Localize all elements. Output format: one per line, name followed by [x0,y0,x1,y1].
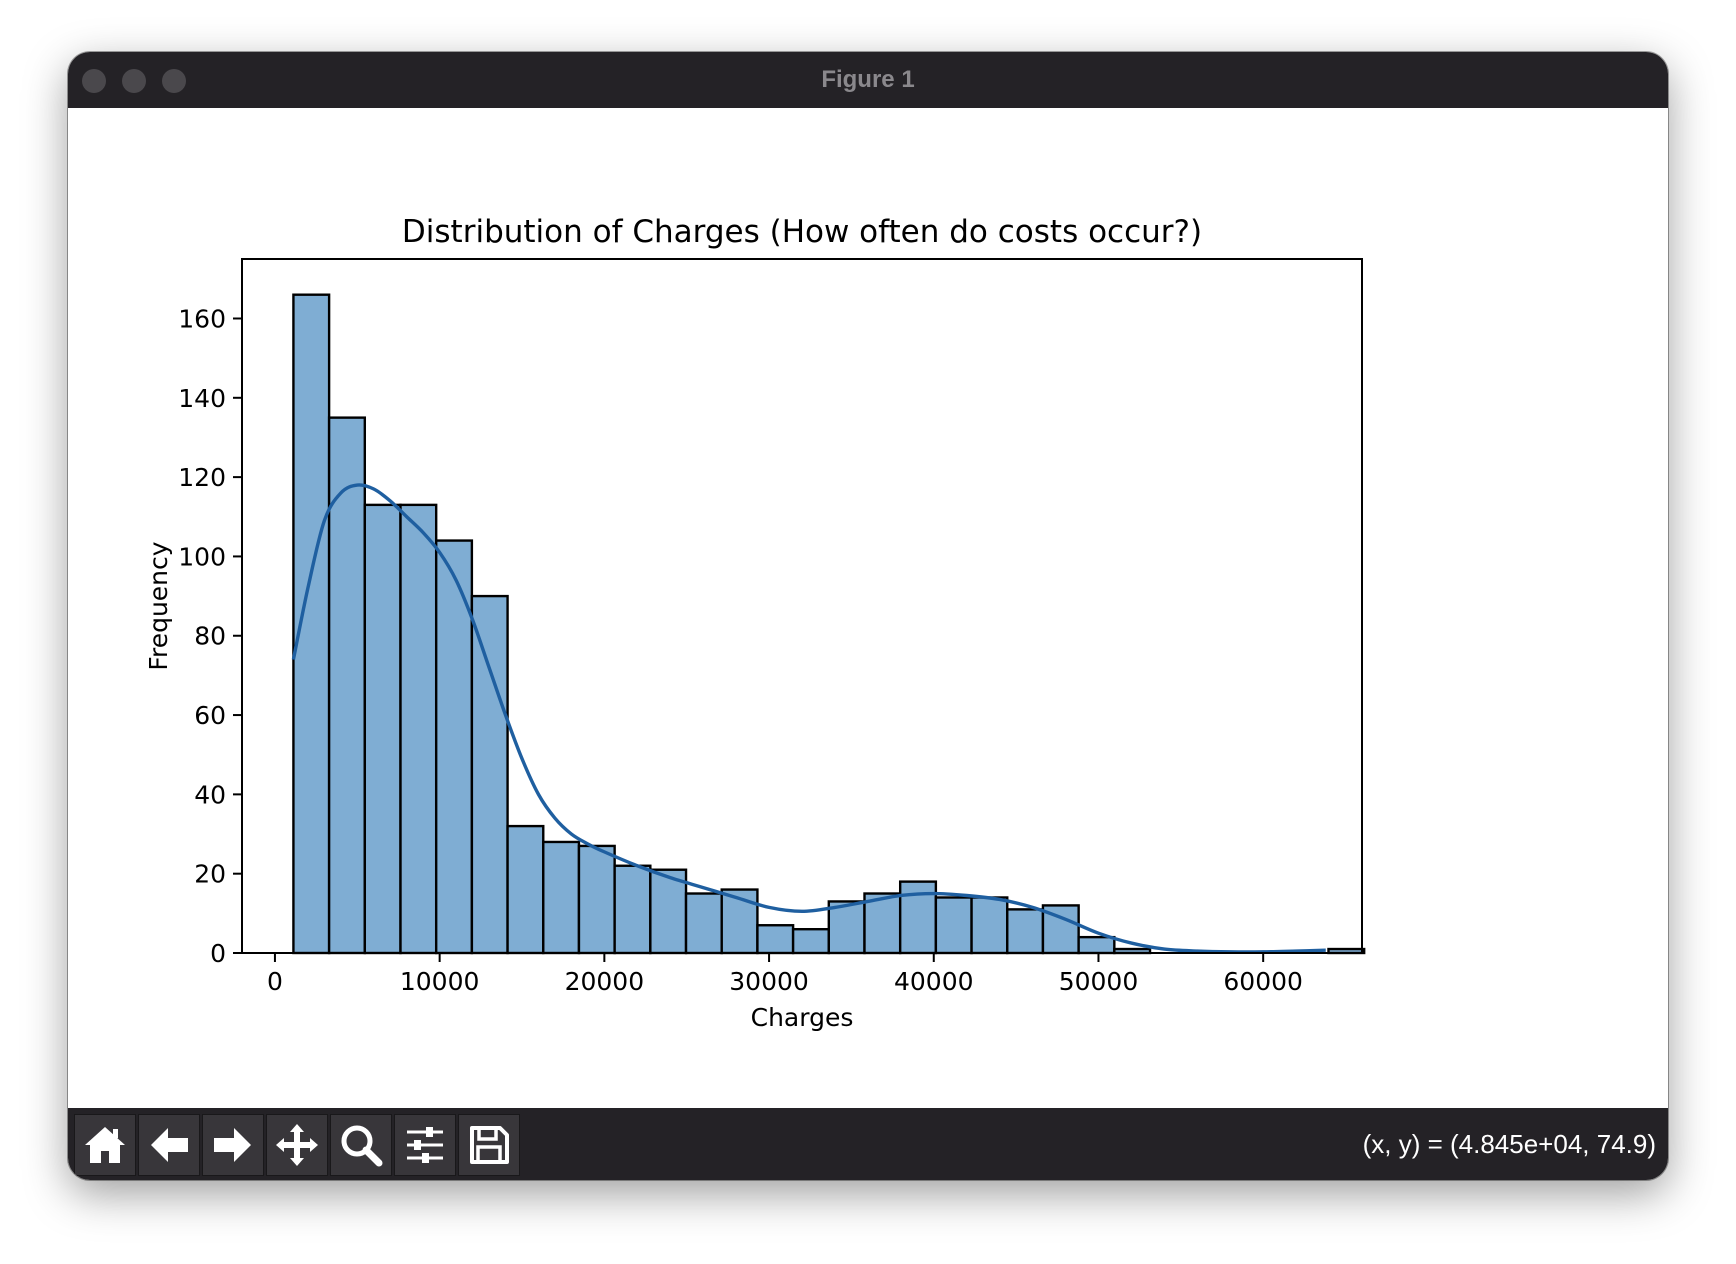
y-tick-label: 0 [210,939,226,968]
x-tick-label: 0 [267,967,283,996]
y-tick-label: 120 [178,463,226,492]
sliders-icon [407,1127,443,1163]
cursor-coordinates: (x, y) = (4.845e+04, 74.9) [1362,1129,1656,1159]
x-tick-label: 50000 [1059,967,1139,996]
x-tick-label: 30000 [729,967,809,996]
histogram-bar [934,896,973,955]
magnifier-icon [341,1125,383,1167]
x-axis-label: Charges [751,1003,854,1032]
title-bar: Figure 1 [68,52,1668,109]
zoom-window-button[interactable] [162,69,186,93]
y-tick-label: 40 [194,780,226,809]
figure-window: Figure 1 0 10000 20000 30000 40000 50000 60000… [68,52,1668,1180]
home-icon [85,1127,125,1163]
histogram-bar [399,503,438,955]
navigation-toolbar: (x, y) = (4.845e+04, 74.9) [68,1108,1668,1180]
histogram-bar [470,594,509,955]
x-axis-ticks: 0 10000 20000 30000 40000 50000 60000 [267,953,1303,996]
pan-button[interactable] [266,1114,328,1176]
configure-subplots-button[interactable] [394,1114,456,1176]
zoom-button[interactable] [330,1114,392,1176]
x-tick-label: 20000 [565,967,645,996]
histogram-bars [292,293,1366,955]
histogram-bar [791,928,830,955]
y-tick-label: 100 [178,542,226,571]
histogram-bar [684,892,723,955]
forward-button[interactable] [202,1114,264,1176]
y-tick-label: 140 [178,384,226,413]
histogram-bar [506,824,545,955]
kde-curve [291,483,1326,954]
y-tick-label: 160 [178,304,226,333]
move-icon [276,1124,318,1166]
x-tick-label: 10000 [400,967,480,996]
arrow-right-icon [214,1128,251,1162]
close-window-button[interactable] [82,69,106,93]
floppy-disk-icon [470,1126,509,1164]
histogram-bar [363,503,402,955]
histogram-chart[interactable]: 0 10000 20000 30000 40000 50000 60000 0 20 40 60 8… [68,108,1668,1108]
y-tick-label: 20 [194,860,226,889]
y-axis-ticks: 0 20 40 60 80 100 120 140 160 [178,304,242,968]
arrow-left-icon [151,1128,188,1162]
home-button[interactable] [74,1114,136,1176]
histogram-bar [970,896,1009,955]
window-title: Figure 1 [821,66,915,93]
back-button[interactable] [138,1114,200,1176]
histogram-bar [613,864,652,955]
save-button[interactable] [458,1114,520,1176]
figure-canvas[interactable]: 0 10000 20000 30000 40000 50000 60000 0 20 40 60 8… [68,108,1668,1108]
y-axis-label: Frequency [144,541,173,670]
histogram-bar [542,840,581,955]
axes-frame [241,258,1363,954]
histogram-bar [756,924,795,955]
y-tick-label: 80 [194,622,226,651]
histogram-bar [1077,935,1116,955]
minimize-window-button[interactable] [122,69,146,93]
x-tick-label: 60000 [1223,967,1303,996]
histogram-bar [1006,908,1045,955]
chart-title: Distribution of Charges (How often do co… [402,214,1202,250]
x-tick-label: 40000 [894,967,974,996]
y-tick-label: 60 [194,701,226,730]
histogram-bar [577,844,616,955]
